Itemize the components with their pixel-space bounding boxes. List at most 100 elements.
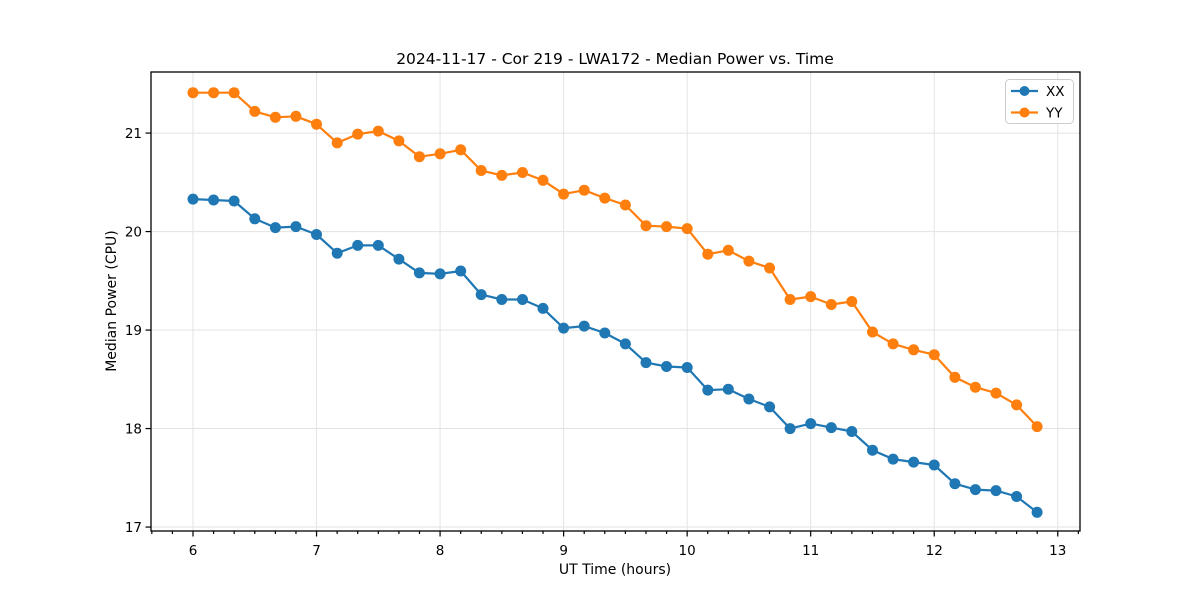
data-point-marker-YY [475, 165, 487, 176]
data-point-marker-XX [249, 213, 261, 225]
data-point-marker-YY [331, 137, 343, 149]
data-point-marker-XX [969, 484, 981, 496]
data-point-marker-XX [887, 453, 899, 465]
data-point-marker-YY [578, 184, 590, 196]
x-tick-label: 6 [189, 543, 198, 559]
data-point-marker-YY [537, 174, 549, 186]
x-axis-label: UT Time (hours) [559, 562, 671, 578]
data-point-marker-YY [764, 262, 776, 274]
data-point-marker-YY [722, 244, 734, 256]
legend: XX YY [1005, 79, 1074, 124]
data-point-marker-XX [599, 327, 611, 339]
data-point-marker-YY [661, 221, 672, 233]
data-point-marker-YY [372, 125, 384, 137]
data-point-marker-XX [867, 444, 878, 456]
data-point-marker-YY [619, 199, 631, 211]
plot-border [150, 71, 1081, 532]
data-point-marker-YY [311, 118, 322, 130]
data-point-marker-YY [805, 291, 817, 303]
data-point-marker-XX [846, 426, 858, 437]
data-point-marker-YY [517, 167, 528, 178]
x-tick-label: 7 [312, 543, 321, 559]
data-point-marker-XX [517, 294, 528, 305]
data-point-marker-XX [722, 383, 734, 395]
y-tick-label: 21 [125, 126, 142, 142]
data-point-marker-YY [846, 296, 858, 307]
data-point-marker-XX [1031, 506, 1043, 518]
legend-marker-sample [1019, 107, 1030, 118]
data-point-marker-XX [311, 229, 322, 240]
data-point-marker-XX [578, 320, 590, 332]
data-series [187, 87, 1043, 518]
data-point-marker-YY [928, 349, 940, 361]
data-point-marker-XX [825, 422, 837, 434]
data-point-marker-XX [290, 221, 302, 233]
data-point-marker-XX [640, 357, 652, 369]
data-point-marker-YY [352, 128, 364, 140]
data-point-marker-YY [434, 148, 446, 160]
data-point-marker-XX [949, 478, 961, 490]
data-point-marker-XX [228, 195, 240, 207]
data-point-marker-XX [908, 456, 920, 468]
data-point-marker-YY [413, 151, 425, 163]
data-point-marker-YY [702, 248, 714, 260]
data-point-marker-XX [331, 247, 343, 259]
data-point-marker-XX [784, 423, 796, 435]
data-point-marker-XX [990, 485, 1002, 497]
legend-label-XX: XX [1046, 84, 1065, 100]
data-point-marker-XX [764, 401, 776, 413]
x-tick-label: 13 [1049, 543, 1066, 559]
y-tick-label: 17 [125, 520, 142, 536]
series-line-YY [193, 91, 1038, 428]
data-point-marker-YY [784, 294, 796, 305]
data-point-marker-YY [1031, 421, 1043, 433]
grid-lines [151, 72, 1080, 531]
data-point-marker-XX [455, 265, 467, 277]
data-point-marker-XX [475, 289, 487, 301]
x-tick-label: 8 [436, 543, 445, 559]
data-point-marker-YY [455, 144, 467, 156]
data-point-marker-XX [393, 253, 405, 265]
data-point-marker-XX [413, 267, 425, 279]
data-point-marker-YY [743, 255, 755, 267]
data-point-marker-XX [434, 268, 446, 280]
tick-labels: 6 7 8 9 10 11 12 13 17 18 19 20 21 [125, 126, 1067, 559]
data-point-marker-XX [558, 322, 570, 334]
x-tick-label: 12 [926, 543, 943, 559]
chart-title: 2024-11-17 - Cor 219 - LWA172 - Median P… [396, 50, 834, 68]
axis-ticks [145, 132, 1079, 537]
x-tick-label: 9 [559, 543, 568, 559]
data-point-marker-YY [269, 111, 281, 123]
data-point-marker-YY [228, 87, 240, 99]
data-point-marker-YY [1011, 399, 1023, 411]
data-point-marker-XX [681, 362, 693, 373]
y-tick-label: 20 [125, 224, 142, 240]
data-point-marker-YY [867, 326, 878, 338]
legend-marker-sample [1019, 86, 1030, 96]
data-point-marker-XX [187, 193, 199, 205]
data-point-marker-YY [640, 220, 652, 232]
y-tick-label: 19 [125, 323, 142, 339]
data-point-marker-XX [661, 361, 672, 372]
data-point-marker-YY [208, 87, 220, 99]
data-point-marker-YY [249, 105, 261, 117]
data-point-marker-XX [352, 239, 364, 251]
data-point-marker-YY [825, 299, 837, 310]
data-point-marker-YY [187, 87, 199, 99]
data-point-marker-XX [805, 418, 817, 430]
data-point-marker-XX [928, 459, 940, 471]
data-point-marker-XX [702, 384, 714, 396]
data-point-marker-XX [1011, 491, 1023, 502]
data-point-marker-XX [743, 393, 755, 405]
data-point-marker-YY [969, 381, 981, 393]
data-point-marker-YY [496, 169, 508, 181]
data-point-marker-XX [269, 222, 281, 234]
y-tick-label: 18 [125, 421, 142, 437]
data-point-marker-YY [393, 135, 405, 147]
legend-label-YY: YY [1045, 105, 1063, 121]
data-point-marker-YY [990, 387, 1002, 399]
y-axis-label: Median Power (CPU) [104, 230, 120, 372]
data-point-marker-YY [558, 188, 570, 200]
data-point-marker-YY [887, 338, 899, 350]
